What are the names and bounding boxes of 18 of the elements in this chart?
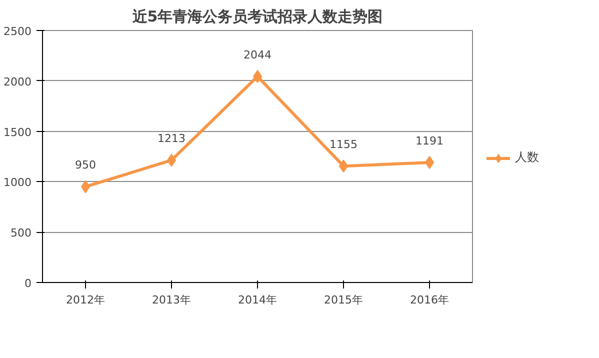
legend-label: 人数 xyxy=(515,149,539,166)
x-tick-label: 2013年 xyxy=(152,294,192,306)
y-tick-label: 500 xyxy=(10,226,32,240)
x-tick-label: 2015年 xyxy=(324,294,364,306)
y-tick-label: 2000 xyxy=(4,75,32,88)
x-tick-label: 2014年 xyxy=(238,294,278,306)
y-tick-label: 0 xyxy=(24,277,32,290)
data-label: 1155 xyxy=(330,138,358,152)
data-label: 1213 xyxy=(158,132,186,146)
data-label: 950 xyxy=(75,158,96,172)
y-tick-label: 1000 xyxy=(4,176,32,190)
data-label: 1191 xyxy=(416,134,444,148)
chart-title: 近5年青海公务员考试招录人数走势图 xyxy=(131,8,383,26)
data-label: 2044 xyxy=(244,48,272,62)
y-tick-label: 2500 xyxy=(4,25,32,38)
x-tick-label: 2016年 xyxy=(410,294,450,306)
x-tick-label: 2012年 xyxy=(66,294,106,306)
y-tick-label: 1500 xyxy=(4,126,32,139)
